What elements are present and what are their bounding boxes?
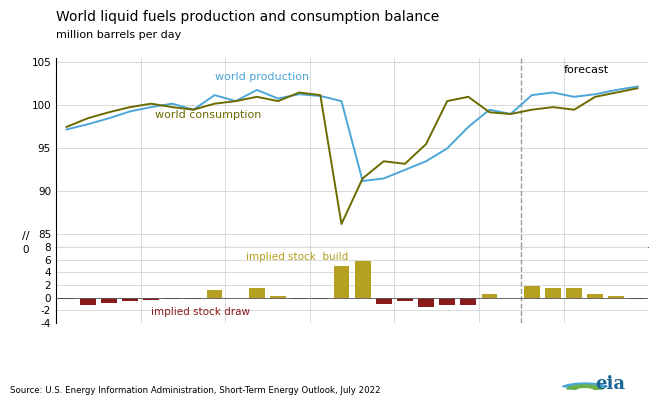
- Bar: [376, 298, 392, 304]
- Text: 0: 0: [22, 245, 29, 255]
- Bar: [588, 294, 603, 298]
- Text: 2019: 2019: [243, 278, 270, 288]
- Text: //: //: [22, 231, 29, 241]
- Bar: [524, 286, 540, 298]
- Bar: [80, 298, 95, 305]
- Bar: [545, 288, 561, 298]
- Bar: [249, 288, 265, 298]
- Bar: [291, 298, 307, 300]
- Text: 2018: 2018: [159, 278, 186, 288]
- Bar: [397, 298, 413, 301]
- Text: world production: world production: [215, 72, 309, 82]
- Bar: [207, 290, 222, 298]
- Bar: [186, 298, 201, 300]
- Bar: [101, 298, 116, 303]
- Text: implied stock  build: implied stock build: [246, 252, 349, 262]
- Bar: [270, 296, 286, 298]
- Bar: [566, 288, 582, 298]
- Bar: [418, 298, 434, 307]
- Bar: [164, 298, 180, 300]
- Text: 2022: 2022: [497, 278, 524, 288]
- Text: world consumption: world consumption: [155, 110, 262, 120]
- Bar: [122, 298, 138, 301]
- Bar: [461, 298, 476, 305]
- Text: forecast: forecast: [563, 65, 609, 75]
- Bar: [143, 298, 159, 300]
- Bar: [440, 298, 455, 305]
- Wedge shape: [563, 383, 607, 388]
- Bar: [355, 261, 370, 298]
- Bar: [609, 296, 624, 298]
- Text: 2017: 2017: [74, 278, 101, 288]
- Text: million barrels per day: million barrels per day: [56, 30, 181, 40]
- Text: 2021: 2021: [413, 278, 440, 288]
- Bar: [59, 298, 74, 300]
- Text: 2020: 2020: [328, 278, 355, 288]
- Bar: [334, 266, 349, 298]
- Text: World liquid fuels production and consumption balance: World liquid fuels production and consum…: [56, 10, 439, 24]
- Text: 2023: 2023: [582, 278, 609, 288]
- Bar: [630, 298, 645, 300]
- Bar: [482, 294, 497, 298]
- Text: implied stock draw: implied stock draw: [151, 307, 250, 317]
- Bar: [313, 298, 328, 300]
- Text: Source: U.S. Energy Information Administration, Short-Term Energy Outlook, July : Source: U.S. Energy Information Administ…: [10, 386, 380, 395]
- Wedge shape: [567, 385, 603, 389]
- Text: eia: eia: [595, 375, 625, 393]
